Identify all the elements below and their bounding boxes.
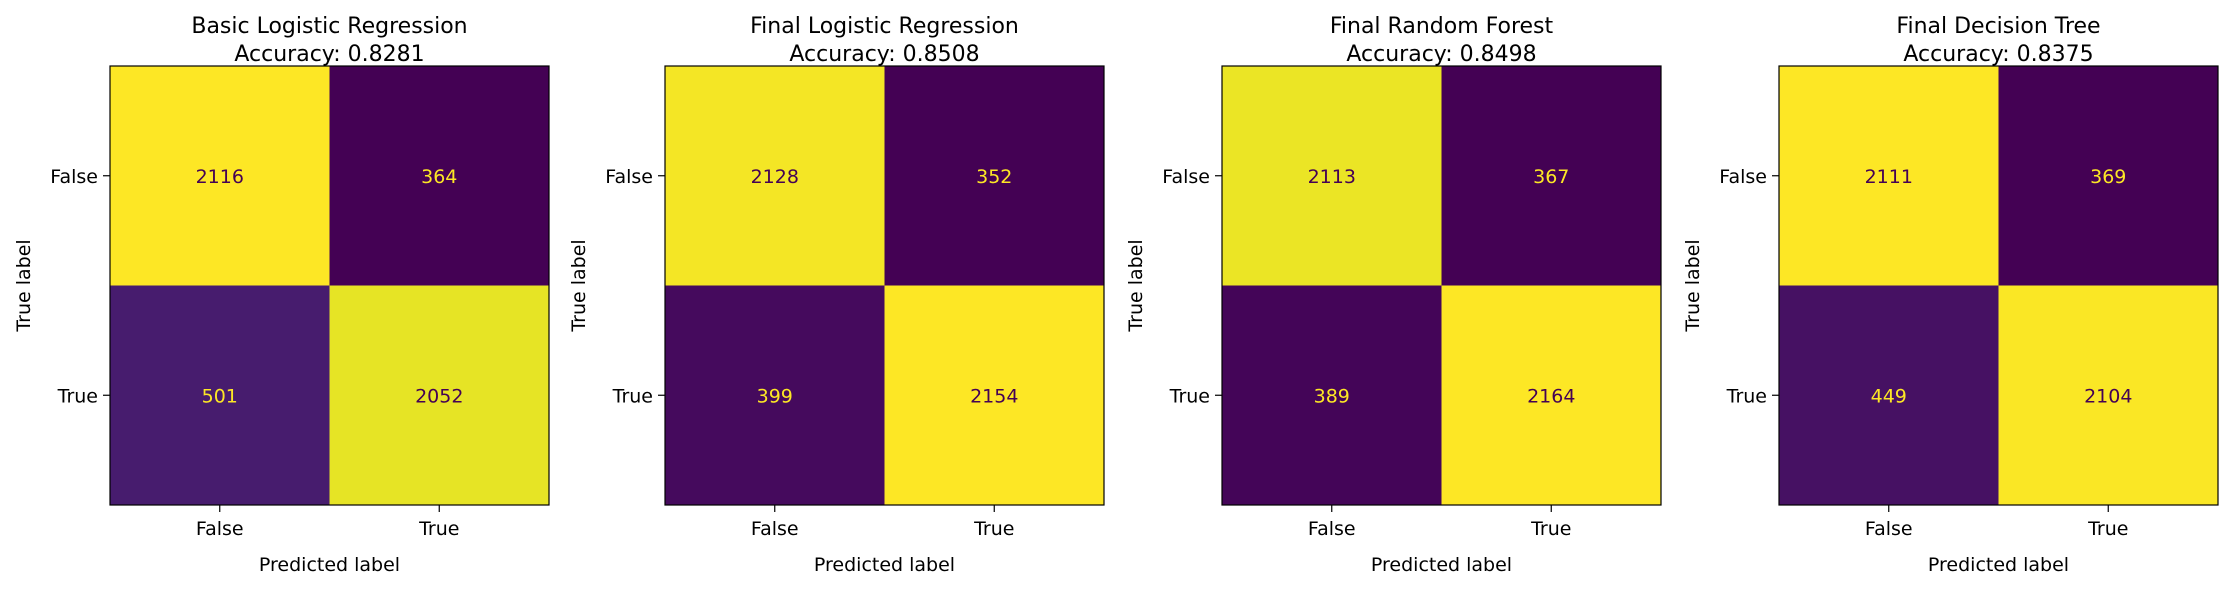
x-tick-label: False <box>1308 518 1356 540</box>
matrix-cell <box>329 285 549 505</box>
matrix-cell <box>884 66 1104 286</box>
matrix-cell <box>1779 285 1999 505</box>
cell-value-label: 369 <box>2090 166 2126 188</box>
y-tick-label: False <box>605 166 653 188</box>
confusion-matrix-panel: 2116 364 501 2052 Basic Logistic Regression A… <box>13 14 550 576</box>
matrix-cell <box>665 66 885 286</box>
chart-subtitle: Accuracy: 0.8375 <box>1903 42 2093 67</box>
chart-subtitle: Accuracy: 0.8281 <box>234 42 424 67</box>
cell-value-label: 352 <box>976 166 1012 188</box>
x-axis-label: Predicted label <box>814 554 955 576</box>
cell-value-label: 367 <box>1533 166 1569 188</box>
cell-value-label: 2116 <box>196 166 244 188</box>
x-tick-label: True <box>418 518 459 540</box>
confusion-matrix-panel: 2113 367 389 2164 Final Random Forest Accurac… <box>1125 14 1662 576</box>
y-axis-label: True label <box>1125 239 1147 332</box>
cell-value-label: 2154 <box>970 385 1018 407</box>
matrix-cell <box>1441 285 1661 505</box>
cell-value-label: 364 <box>421 166 457 188</box>
matrix-cell <box>1222 285 1442 505</box>
axes-frame <box>109 65 550 506</box>
y-tick-label: False <box>1719 166 1767 188</box>
matrix-cell <box>1222 66 1442 286</box>
chart-title: Final Random Forest <box>1330 14 1554 39</box>
matrix-cell <box>110 66 330 286</box>
matrix-cell <box>1998 66 2218 286</box>
chart-title: Basic Logistic Regression <box>191 14 467 39</box>
cell-value-label: 2111 <box>1865 166 1913 188</box>
matrix-cell <box>329 66 549 286</box>
cell-value-label: 399 <box>757 385 793 407</box>
y-axis-label: True label <box>1682 239 1704 332</box>
matrix-cell <box>1998 285 2218 505</box>
x-tick-label: False <box>751 518 799 540</box>
matrix-cell <box>110 285 330 505</box>
x-tick-label: False <box>1865 518 1913 540</box>
y-tick-label: True <box>57 385 98 407</box>
cell-value-label: 389 <box>1314 385 1350 407</box>
cell-value-label: 501 <box>202 385 238 407</box>
y-tick-label: True <box>1169 385 1210 407</box>
matrix-cell <box>884 285 1104 505</box>
cell-value-label: 449 <box>1871 385 1907 407</box>
x-tick-label: False <box>196 518 244 540</box>
axes-frame <box>1221 65 1662 506</box>
x-axis-label: Predicted label <box>1371 554 1512 576</box>
cell-value-label: 2164 <box>1527 385 1575 407</box>
x-tick-label: True <box>1530 518 1571 540</box>
chart-title: Final Logistic Regression <box>750 14 1019 39</box>
cell-value-label: 2128 <box>751 166 799 188</box>
y-tick-label: True <box>612 385 653 407</box>
cell-value-label: 2052 <box>415 385 463 407</box>
confusion-matrix-panel: 2111 369 449 2104 Final Decision Tree Accurac… <box>1682 14 2219 576</box>
cell-value-label: 2104 <box>2084 385 2132 407</box>
cell-value-label: 2113 <box>1308 166 1356 188</box>
axes-frame <box>1778 65 2219 506</box>
x-tick-label: True <box>2087 518 2128 540</box>
y-tick-label: False <box>1162 166 1210 188</box>
y-axis-label: True label <box>13 239 35 332</box>
matrix-cell <box>665 285 885 505</box>
chart-title: Final Decision Tree <box>1896 14 2100 39</box>
chart-subtitle: Accuracy: 0.8508 <box>789 42 979 67</box>
x-axis-label: Predicted label <box>1928 554 2069 576</box>
confusion-matrix-panel: 2128 352 399 2154 Final Logistic Regression A… <box>568 14 1105 576</box>
matrix-cell <box>1441 66 1661 286</box>
y-tick-label: True <box>1726 385 1767 407</box>
axes-frame <box>664 65 1105 506</box>
y-axis-label: True label <box>568 239 590 332</box>
x-axis-label: Predicted label <box>259 554 400 576</box>
matrix-cell <box>1779 66 1999 286</box>
chart-subtitle: Accuracy: 0.8498 <box>1346 42 1536 67</box>
y-tick-label: False <box>50 166 98 188</box>
x-tick-label: True <box>973 518 1014 540</box>
